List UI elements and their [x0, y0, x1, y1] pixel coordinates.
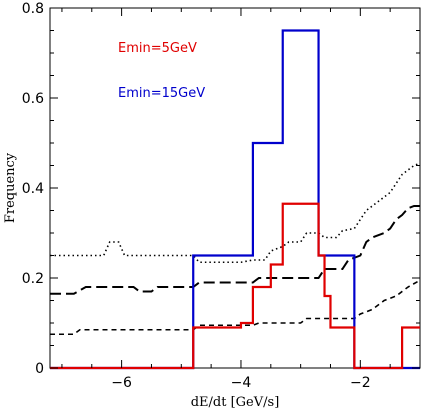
x-tick-label: −2: [350, 375, 371, 391]
x-tick-label: −4: [231, 375, 252, 391]
plot-frame-layer: [49, 7, 421, 369]
axes-layer: −6 −4 −2 0 0.2 0.4 0.6 0.8: [22, 1, 421, 391]
plot-frame: [49, 7, 421, 369]
y-tick-label: 0.8: [22, 1, 44, 17]
x-tick-label: −6: [111, 375, 132, 391]
series-line-short-dash-black: [50, 279, 421, 336]
y-tick-label: 0.4: [22, 181, 44, 197]
y-tick-label: 0: [35, 361, 44, 377]
series-layer: [50, 29, 421, 370]
y-tick-label: 0.6: [22, 91, 44, 107]
x-axis-label: dE/dt [GeV/s]: [191, 395, 280, 410]
series-line-solid-blue: [50, 29, 420, 370]
y-tick-label: 0.2: [22, 271, 44, 287]
legend-emin-15gev: Emin=15GeV: [118, 86, 205, 101]
legend-emin-5gev: Emin=5GeV: [118, 41, 197, 56]
series-line-solid-red: [50, 202, 420, 370]
y-axis-label: Frequency: [3, 152, 18, 223]
